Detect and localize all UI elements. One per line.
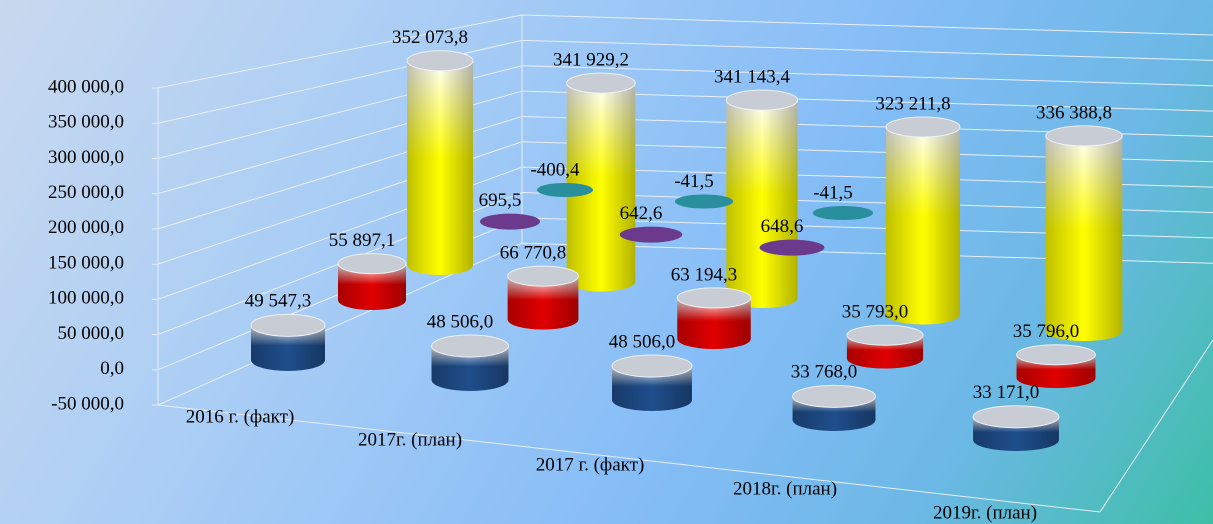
value-label: -400,4 <box>530 159 580 180</box>
cylinder-top <box>972 405 1060 429</box>
y-tick-label: 150 000,0 <box>48 252 124 273</box>
cylinder-top <box>1045 125 1123 147</box>
x-tick-label: 2016 г. (факт) <box>186 406 295 427</box>
cylinder-shade <box>251 325 325 371</box>
cylinder-shade <box>886 127 960 325</box>
cylinder-top <box>250 313 326 337</box>
disk <box>759 239 825 256</box>
grid-line <box>152 166 1213 300</box>
cylinder-top <box>566 72 636 94</box>
value-label: 648,6 <box>761 216 804 237</box>
y-tick-label: 100 000,0 <box>48 288 124 309</box>
value-label: -41,5 <box>813 182 853 203</box>
cylinder-top <box>792 384 876 408</box>
x-tick-label: 2017г. (план) <box>358 429 462 450</box>
cylinder-shade <box>407 60 473 275</box>
cylinder-top <box>611 354 693 378</box>
disk <box>812 206 874 220</box>
cylinder-top <box>431 334 509 358</box>
grid-line <box>152 39 1213 124</box>
grid-line <box>152 242 1213 406</box>
cylinder-shade <box>1045 135 1123 342</box>
grid-line <box>152 65 1213 159</box>
cylinder-top <box>406 50 474 72</box>
value-label: 33 768,0 <box>791 362 858 383</box>
y-tick-label: 400 000,0 <box>48 76 124 97</box>
value-label: 695,5 <box>479 190 522 211</box>
cylinder-shade <box>431 346 509 391</box>
value-label: 55 897,1 <box>329 230 396 251</box>
grid-line <box>152 141 1213 265</box>
disk <box>537 183 593 197</box>
value-label: 33 171,0 <box>973 382 1040 403</box>
x-tick-label: 2018г. (план) <box>733 478 837 499</box>
value-label: 323 211,8 <box>875 93 950 114</box>
disk <box>674 194 734 209</box>
cylinder-shade <box>677 297 751 349</box>
cylinder-shade <box>726 100 798 308</box>
y-tick-label: 200 000,0 <box>48 217 124 238</box>
grid-line <box>152 14 1213 89</box>
x-tick-label: 2019г. (план) <box>933 502 1037 523</box>
value-label: 49 547,3 <box>245 291 312 312</box>
y-tick-label: 0,0 <box>100 358 124 379</box>
cylinder-top <box>885 116 961 138</box>
grid-line <box>152 90 1213 195</box>
value-label: 341 929,2 <box>553 50 629 71</box>
y-tick-label: -50 000,0 <box>51 393 124 414</box>
y-tick-label: 50 000,0 <box>58 323 125 344</box>
grid-line <box>152 115 1213 230</box>
cylinder-shade <box>612 366 692 411</box>
value-label: 642,6 <box>620 203 663 224</box>
y-tick-label: 250 000,0 <box>48 182 124 203</box>
cylinder-shade <box>566 83 636 292</box>
value-label: 352 073,8 <box>392 27 468 48</box>
x-tick-label: 2017 г. (факт) <box>536 454 645 475</box>
cylinder-top <box>337 253 407 275</box>
cylinder-shade <box>338 263 406 310</box>
value-label: 35 793,0 <box>842 302 909 323</box>
value-label: -41,5 <box>674 171 714 192</box>
cylinder-top <box>676 287 752 309</box>
disk <box>619 226 683 243</box>
cylinder-top <box>1016 344 1096 366</box>
disk <box>480 213 540 230</box>
value-label: 66 770,8 <box>500 242 567 263</box>
value-label: 336 388,8 <box>1036 102 1112 123</box>
value-label: 341 143,4 <box>714 66 791 87</box>
cylinder-shade <box>507 276 579 330</box>
value-label: 48 506,0 <box>609 331 676 352</box>
axis-wall <box>157 88 1213 513</box>
value-label: 48 506,0 <box>427 311 494 332</box>
y-tick-label: 300 000,0 <box>48 147 124 168</box>
cylinder-top <box>725 89 799 111</box>
cylinder-top <box>846 324 924 346</box>
value-label: 63 194,3 <box>671 264 738 285</box>
y-tick-label: 350 000,0 <box>48 112 124 133</box>
value-label: 35 796,0 <box>1013 321 1080 342</box>
cylinder-top <box>507 265 579 287</box>
